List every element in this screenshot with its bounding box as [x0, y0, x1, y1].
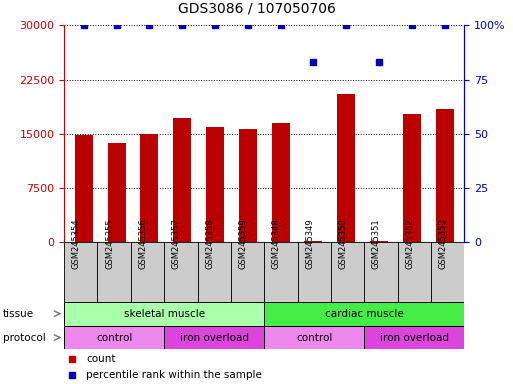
Bar — [364, 242, 398, 302]
Text: skeletal muscle: skeletal muscle — [124, 309, 205, 319]
Bar — [271, 123, 290, 242]
Bar — [164, 242, 198, 302]
Bar — [239, 129, 257, 242]
Text: GSM245354: GSM245354 — [72, 219, 81, 270]
Text: percentile rank within the sample: percentile rank within the sample — [86, 370, 262, 380]
Bar — [431, 242, 464, 302]
Bar — [173, 118, 191, 242]
Text: protocol: protocol — [3, 333, 45, 343]
Text: GSM245355: GSM245355 — [105, 219, 114, 270]
Bar — [304, 241, 322, 242]
Text: GSM245352: GSM245352 — [405, 219, 415, 270]
Text: GSM245351: GSM245351 — [372, 219, 381, 270]
Text: cardiac muscle: cardiac muscle — [325, 309, 404, 319]
Text: GSM245357: GSM245357 — [172, 219, 181, 270]
Bar — [436, 109, 453, 242]
Text: control: control — [296, 333, 332, 343]
Bar — [331, 242, 364, 302]
Bar — [198, 242, 231, 302]
Bar — [264, 302, 464, 326]
Bar — [64, 242, 97, 302]
Text: GSM245353: GSM245353 — [439, 219, 447, 270]
Bar — [298, 242, 331, 302]
Bar — [64, 326, 164, 349]
Text: iron overload: iron overload — [180, 333, 249, 343]
Text: GSM245356: GSM245356 — [139, 219, 148, 270]
Text: control: control — [96, 333, 132, 343]
Bar — [364, 326, 464, 349]
Text: GSM245349: GSM245349 — [305, 219, 314, 270]
Bar — [231, 242, 264, 302]
Bar — [108, 143, 126, 242]
Bar — [337, 94, 355, 242]
Bar — [403, 114, 421, 242]
Text: count: count — [86, 354, 115, 364]
Text: GSM245359: GSM245359 — [239, 219, 247, 270]
Text: iron overload: iron overload — [380, 333, 449, 343]
Bar — [264, 326, 364, 349]
Bar — [370, 241, 388, 242]
Bar — [206, 127, 224, 242]
Bar — [398, 242, 431, 302]
Bar — [264, 242, 298, 302]
Text: GDS3086 / 107050706: GDS3086 / 107050706 — [177, 2, 336, 16]
Text: GSM245358: GSM245358 — [205, 219, 214, 270]
Text: tissue: tissue — [3, 309, 34, 319]
Bar — [97, 242, 131, 302]
Bar — [131, 242, 164, 302]
Bar — [75, 135, 93, 242]
Text: GSM245350: GSM245350 — [339, 219, 348, 270]
Bar — [164, 326, 264, 349]
Bar — [64, 302, 264, 326]
Text: GSM245348: GSM245348 — [272, 219, 281, 270]
Bar — [141, 134, 159, 242]
